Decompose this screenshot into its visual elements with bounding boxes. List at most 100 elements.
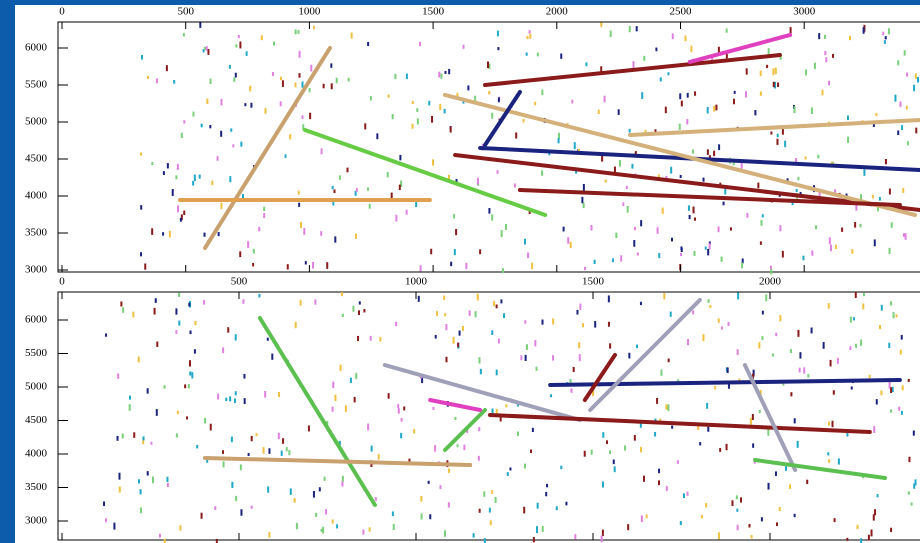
- hit: [416, 118, 419, 125]
- hit: [903, 50, 906, 56]
- hit: [196, 444, 199, 449]
- y-tick-label: 6000: [25, 42, 48, 54]
- hit: [297, 190, 300, 195]
- hit: [575, 170, 578, 174]
- hit: [266, 337, 269, 341]
- hit: [293, 497, 296, 503]
- hit: [901, 385, 904, 391]
- hit: [806, 479, 809, 485]
- hit: [530, 449, 533, 454]
- hit: [353, 396, 356, 403]
- hit: [582, 183, 585, 191]
- hit: [230, 436, 233, 443]
- hit: [479, 368, 482, 375]
- hit: [593, 259, 596, 264]
- hit: [434, 445, 437, 452]
- hit: [849, 316, 852, 323]
- hit: [640, 220, 643, 227]
- hit: [795, 188, 798, 192]
- hit: [400, 418, 403, 422]
- hit: [209, 78, 212, 85]
- hit: [687, 205, 690, 211]
- hit: [880, 304, 883, 311]
- hit: [355, 188, 358, 192]
- hit: [496, 170, 499, 174]
- hit: [166, 476, 169, 483]
- hit: [900, 334, 903, 340]
- hit: [624, 445, 627, 451]
- hit: [405, 209, 408, 215]
- hit: [775, 332, 778, 337]
- hit: [822, 342, 825, 349]
- hit: [493, 300, 496, 307]
- hit: [600, 66, 603, 73]
- hit: [118, 472, 121, 480]
- hit: [528, 30, 531, 34]
- hit: [633, 435, 636, 441]
- hit: [142, 438, 145, 445]
- hit: [873, 239, 876, 247]
- hit: [907, 378, 910, 383]
- track: [487, 413, 872, 435]
- hit: [855, 205, 858, 211]
- hit: [899, 101, 902, 108]
- hit: [759, 91, 762, 96]
- hit: [745, 68, 748, 75]
- hit: [264, 107, 267, 114]
- hit: [761, 214, 764, 218]
- y-tick-label: 4500: [25, 153, 48, 165]
- hit: [665, 404, 668, 410]
- hit: [615, 232, 618, 239]
- y-tick-label: 4500: [25, 414, 48, 426]
- y-tick-label: 4000: [25, 190, 48, 202]
- hit: [476, 177, 479, 185]
- hit: [727, 383, 730, 389]
- hit: [524, 354, 527, 361]
- hit: [225, 397, 228, 402]
- hit: [656, 398, 659, 404]
- hit: [767, 482, 770, 490]
- hit: [807, 374, 810, 378]
- hit: [765, 294, 768, 302]
- hit: [285, 447, 288, 452]
- hit: [509, 467, 512, 471]
- hit: [862, 303, 865, 310]
- hit: [310, 64, 313, 72]
- hit: [420, 513, 423, 520]
- hit: [766, 64, 769, 69]
- hit: [827, 303, 830, 309]
- panel-frame: [57, 21, 920, 273]
- hit: [244, 103, 247, 107]
- hit: [655, 47, 658, 52]
- hit: [873, 426, 876, 434]
- hit: [898, 406, 901, 411]
- hit: [163, 538, 166, 543]
- hit: [453, 214, 456, 219]
- hit: [555, 506, 558, 511]
- hit: [247, 453, 250, 457]
- hit: [222, 461, 225, 468]
- hit: [298, 73, 301, 78]
- hit: [578, 354, 581, 362]
- hit: [376, 133, 379, 140]
- hit: [534, 340, 537, 347]
- hit: [606, 440, 609, 445]
- hit: [479, 249, 482, 255]
- hit: [234, 72, 237, 78]
- hit: [155, 409, 158, 416]
- hit: [846, 115, 849, 121]
- hit: [618, 159, 621, 167]
- hit: [830, 161, 833, 166]
- hit: [440, 73, 443, 79]
- hit: [776, 133, 779, 138]
- track: [443, 407, 488, 452]
- hit: [456, 92, 459, 98]
- hit: [759, 390, 762, 397]
- hit: [732, 98, 735, 105]
- hit: [340, 292, 343, 297]
- hit: [474, 311, 477, 318]
- hit: [312, 261, 315, 269]
- hit: [848, 35, 851, 41]
- hit: [640, 446, 643, 453]
- hit: [741, 262, 744, 269]
